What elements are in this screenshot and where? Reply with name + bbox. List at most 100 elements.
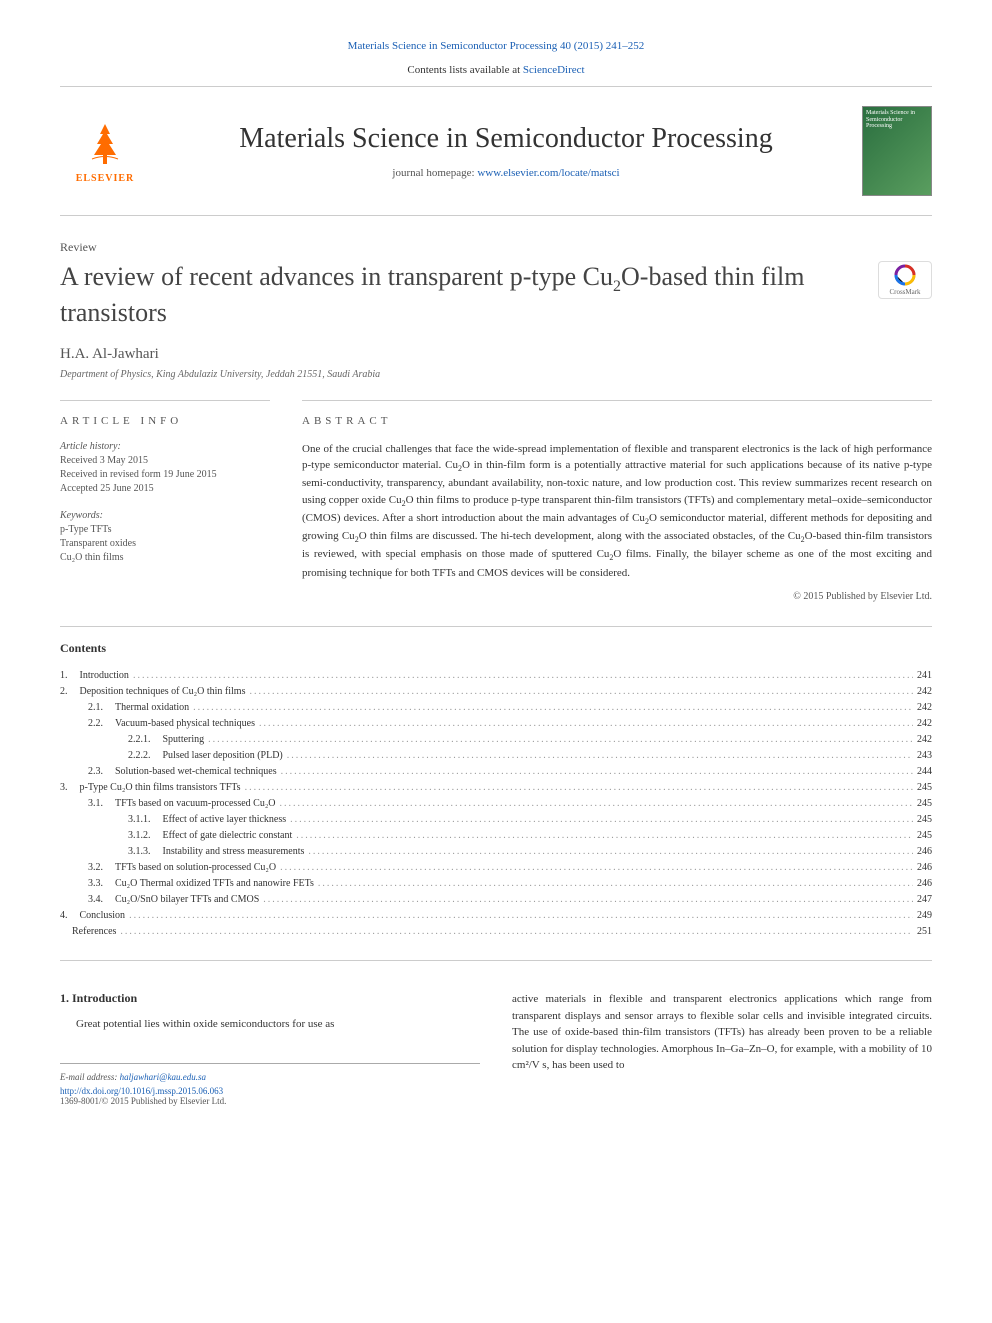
keyword: p-Type TFTs	[60, 523, 270, 537]
toc-page: 243	[917, 748, 932, 764]
toc-row[interactable]: 3.4.Cu₂O/SnO bilayer TFTs and CMOS247	[60, 892, 932, 908]
crossmark-label: CrossMark	[889, 288, 920, 296]
toc-row[interactable]: 1.Introduction241	[60, 668, 932, 684]
email-link[interactable]: haljawhari@kau.edu.sa	[120, 1072, 206, 1082]
toc-label: Effect of gate dielectric constant	[163, 828, 293, 844]
keyword: Transparent oxides	[60, 537, 270, 551]
revised-date: Received in revised form 19 June 2015	[60, 468, 270, 482]
toc-page: 245	[917, 796, 932, 812]
abstract-column: ABSTRACT One of the crucial challenges t…	[302, 400, 932, 602]
toc-number: 2.2.1.	[128, 732, 151, 748]
toc-label: References	[72, 924, 116, 940]
article-title: A review of recent advances in transpare…	[60, 261, 866, 330]
crossmark-icon	[894, 264, 916, 286]
toc-label: TFTs based on vacuum-processed Cu₂O	[115, 796, 276, 812]
toc-dots	[259, 716, 913, 732]
toc-row[interactable]: 4.Conclusion249	[60, 908, 932, 924]
toc-row[interactable]: 2.Deposition techniques of Cu₂O thin fil…	[60, 684, 932, 700]
email-label: E-mail address:	[60, 1072, 117, 1082]
received-date: Received 3 May 2015	[60, 454, 270, 468]
table-of-contents: 1.Introduction2412.Deposition techniques…	[60, 668, 932, 940]
toc-number: 3.3.	[88, 876, 103, 892]
toc-label: Deposition techniques of Cu₂O thin films	[80, 684, 246, 700]
toc-dots	[263, 892, 913, 908]
intro-text-left: Great potential lies within oxide semico…	[60, 1016, 480, 1033]
toc-row[interactable]: 3.1. TFTs based on vacuum-processed Cu₂O 2…	[60, 796, 932, 812]
toc-row[interactable]: 2.1.Thermal oxidation242	[60, 700, 932, 716]
toc-dots	[281, 764, 913, 780]
toc-row[interactable]: 2.3.Solution-based wet-chemical techniqu…	[60, 764, 932, 780]
toc-number: 2.3.	[88, 764, 103, 780]
author-affiliation: Department of Physics, King Abdulaziz Un…	[60, 369, 932, 380]
toc-row[interactable]: 3.3. Cu₂O Thermal oxidized TFTs and nanow…	[60, 876, 932, 892]
toc-dots	[208, 732, 913, 748]
abstract-copyright: © 2015 Published by Elsevier Ltd.	[302, 591, 932, 602]
accepted-date: Accepted 25 June 2015	[60, 482, 270, 496]
toc-dots	[249, 684, 913, 700]
toc-page: 244	[917, 764, 932, 780]
journal-homepage-line: journal homepage: www.elsevier.com/locat…	[150, 167, 862, 179]
toc-label: Effect of active layer thickness	[163, 812, 287, 828]
toc-row[interactable]: 3.1.1.Effect of active layer thickness24…	[60, 812, 932, 828]
toc-page: 245	[917, 828, 932, 844]
toc-row[interactable]: 2.2.Vacuum-based physical techniques242	[60, 716, 932, 732]
intro-text-right: active materials in flexible and transpa…	[512, 991, 932, 1074]
toc-number: 2.1.	[88, 700, 103, 716]
abstract-heading: ABSTRACT	[302, 415, 932, 427]
homepage-link[interactable]: www.elsevier.com/locate/matsci	[477, 167, 619, 179]
contents-title: Contents	[60, 641, 932, 656]
toc-number: 3.1.3.	[128, 844, 151, 860]
article-info-heading: ARTICLE INFO	[60, 415, 270, 427]
toc-dots	[193, 700, 913, 716]
toc-label: Conclusion	[80, 908, 126, 924]
toc-row[interactable]: 2.2.1.Sputtering242	[60, 732, 932, 748]
toc-number: 1.	[60, 668, 68, 684]
journal-cover-text: Materials Science in Semiconductor Proce…	[863, 107, 931, 133]
toc-page: 242	[917, 716, 932, 732]
post-toc-divider	[60, 960, 932, 961]
contents-available-text: Contents lists available at	[407, 64, 520, 76]
intro-heading: 1. Introduction	[60, 991, 480, 1006]
toc-label: Cu₂O Thermal oxidized TFTs and nanowire …	[115, 876, 314, 892]
toc-dots	[133, 668, 913, 684]
toc-label: Instability and stress measurements	[163, 844, 305, 860]
toc-number: 2.2.2.	[128, 748, 151, 764]
elsevier-logo: ELSEVIER	[60, 101, 150, 201]
toc-number: 3.1.	[88, 796, 103, 812]
toc-row[interactable]: References 251	[60, 924, 932, 940]
sciencedirect-link[interactable]: ScienceDirect	[523, 64, 585, 76]
toc-row[interactable]: 3.2.TFTs based on solution-processed Cu₂…	[60, 860, 932, 876]
keyword: Cu₂O thin films	[60, 551, 270, 565]
intro-section: 1. Introduction Great potential lies wit…	[60, 991, 932, 1106]
doi-link[interactable]: http://dx.doi.org/10.1016/j.mssp.2015.06…	[60, 1086, 480, 1096]
toc-label: Thermal oxidation	[115, 700, 189, 716]
toc-dots	[308, 844, 913, 860]
toc-page: 249	[917, 908, 932, 924]
contents-divider	[60, 626, 932, 627]
toc-dots	[296, 828, 913, 844]
toc-label: Sputtering	[163, 732, 205, 748]
toc-dots	[245, 780, 913, 796]
crossmark-badge[interactable]: CrossMark	[878, 261, 932, 299]
toc-page: 251	[917, 924, 932, 940]
keywords-label: Keywords:	[60, 510, 270, 521]
homepage-label: journal homepage:	[392, 167, 474, 179]
toc-row[interactable]: 2.2.2.Pulsed laser deposition (PLD)243	[60, 748, 932, 764]
author-name: H.A. Al-Jawhari	[60, 346, 932, 363]
toc-number: 3.1.1.	[128, 812, 151, 828]
toc-label: Introduction	[80, 668, 129, 684]
toc-dots	[120, 924, 913, 940]
toc-page: 246	[917, 860, 932, 876]
toc-dots	[287, 748, 913, 764]
toc-row[interactable]: 3.1.2.Effect of gate dielectric constant…	[60, 828, 932, 844]
toc-dots	[280, 860, 913, 876]
elsevier-brand-text: ELSEVIER	[76, 173, 135, 184]
toc-row[interactable]: 3.1.3. Instability and stress measurement…	[60, 844, 932, 860]
toc-row[interactable]: 3.p-Type Cu₂O thin films transistors TFT…	[60, 780, 932, 796]
toc-number: 3.2.	[88, 860, 103, 876]
info-abstract-row: ARTICLE INFO Article history: Received 3…	[60, 400, 932, 602]
journal-center: Materials Science in Semiconductor Proce…	[150, 123, 862, 179]
journal-reference: Materials Science in Semiconductor Proce…	[60, 40, 932, 52]
toc-page: 247	[917, 892, 932, 908]
journal-banner: ELSEVIER Materials Science in Semiconduc…	[60, 86, 932, 216]
